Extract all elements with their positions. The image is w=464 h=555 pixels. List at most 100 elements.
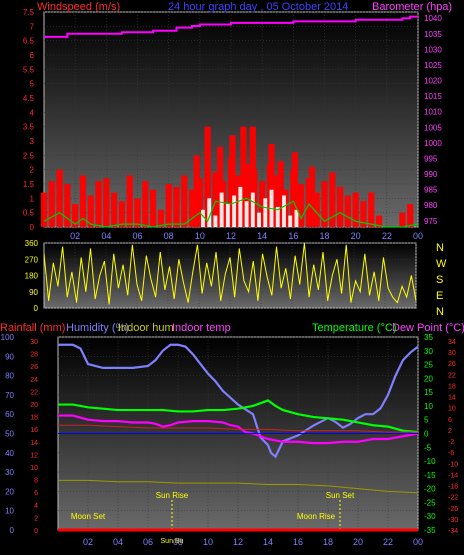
- windspeed-tick-label: 0: [30, 223, 35, 232]
- wind-bar: [336, 186, 344, 227]
- sun-moon-events: Sun Rise Sun Bu Sun Set Moon Set Moon Rise: [71, 491, 355, 545]
- direction-tick-label: 0: [34, 304, 39, 313]
- humidity-tick-label: 100: [1, 333, 15, 342]
- wind-hour-label: 06: [132, 231, 142, 241]
- windspeed-tick-label: 3: [30, 137, 35, 146]
- wind-barometer-panel: Windspeed (m/s) 24 hour graph day , 05 O…: [23, 1, 452, 241]
- wind-hour-label: 12: [226, 231, 236, 241]
- wind-bar: [181, 175, 188, 227]
- moon-rise-label: Moon Rise: [297, 512, 336, 521]
- dew-point-ticks: 34 30 26 22 18 14 10 6 2 -2 -6 -10 -14 -18 -22 -26 -30 -3…: [448, 339, 458, 535]
- wind-bar: [294, 209, 299, 227]
- wind-bar: [308, 166, 316, 227]
- rainfall-tick-label: 30: [30, 339, 38, 346]
- rainfall-tick-label: 28: [30, 352, 38, 359]
- wind-bar: [352, 192, 359, 227]
- wind-bar: [103, 178, 110, 227]
- wind-bar: [399, 212, 406, 227]
- wind-bar: [118, 201, 126, 227]
- dew-point-tick-label: -34: [448, 528, 458, 535]
- wind-hour-label: 00: [413, 231, 423, 241]
- wind-bar: [79, 175, 87, 227]
- direction-tick-label: 360: [25, 239, 39, 248]
- rainfall-tick-label: 24: [30, 377, 38, 384]
- windspeed-axis-label: Windspeed (m/s): [37, 1, 120, 13]
- rainfall-tick-label: 12: [30, 452, 38, 459]
- wind-bar: [149, 189, 157, 227]
- dew-point-tick-label: -22: [448, 495, 458, 502]
- barometer-tick-label: 1000: [424, 139, 442, 148]
- series-line: [58, 414, 419, 445]
- wind-bar: [213, 215, 218, 227]
- wind-bar: [111, 192, 118, 227]
- indoor-hum-label: Indoor hum: [118, 322, 174, 334]
- windspeed-tick-label: 2: [30, 166, 35, 175]
- barometer-tick-label: 1020: [424, 77, 442, 86]
- temperature-hour-label: 10: [203, 537, 213, 547]
- wind-bar: [173, 186, 180, 227]
- wind-bar: [321, 181, 328, 227]
- compass-letter: N: [436, 242, 444, 254]
- rainfall-tick-label: 0: [34, 528, 38, 535]
- dew-point-tick-label: -26: [448, 506, 458, 513]
- humidity-tick-label: 10: [5, 507, 14, 516]
- wind-hour-label: 14: [257, 231, 267, 241]
- temperature-humidity-panel: Rainfall (mm) Humidity (%) Indoor hum In…: [0, 322, 464, 547]
- wind-bar: [126, 175, 133, 227]
- indoor-temp-label: Indoor temp: [172, 322, 231, 334]
- barometer-tick-label: 975: [424, 217, 438, 226]
- direction-series: [43, 242, 417, 305]
- direction-tick-label: 270: [25, 255, 39, 264]
- wind-bar: [238, 186, 243, 227]
- wind-bar: [298, 184, 305, 227]
- wind-hour-label: 16: [288, 231, 298, 241]
- temperature-tick-label: -25: [424, 498, 436, 507]
- barometer-tick-label: 1040: [424, 14, 442, 23]
- windspeed-tick-label: 1: [30, 194, 35, 203]
- temperature-series: [58, 343, 419, 532]
- dew-point-tick-label: 18: [448, 383, 456, 390]
- rainfall-tick-label: 22: [30, 389, 38, 396]
- windspeed-tick-label: 5.5: [23, 65, 35, 74]
- barometer-ticks: 1040 1035 1030 1025 1020 1015 1010 1005 1000 995 9…: [424, 14, 442, 226]
- wind-hour-label: 02: [70, 231, 80, 241]
- wind-bar: [259, 181, 266, 227]
- temperature-hour-labels: 02 04 06 08 10 12 14 16 18 20 22 00: [83, 537, 423, 547]
- barometer-tick-label: 1010: [424, 108, 442, 117]
- wind-series: [40, 15, 419, 228]
- dew-point-axis-label: Dew Point (°C): [392, 322, 464, 334]
- humidity-axis-label: Humidity (%): [66, 322, 129, 334]
- wind-bar: [229, 135, 236, 227]
- humidity-tick-label: 20: [5, 487, 14, 496]
- windspeed-tick-label: 5: [30, 80, 35, 89]
- wind-bar: [56, 169, 63, 227]
- temperature-tick-label: -15: [424, 471, 436, 480]
- windspeed-tick-label: 7.5: [23, 8, 35, 17]
- wind-bar: [225, 204, 230, 227]
- compass-letter: E: [436, 290, 443, 302]
- wind-bar: [201, 209, 205, 227]
- wind-bar: [368, 192, 375, 227]
- wind-bar: [64, 184, 71, 227]
- series-line: [58, 479, 419, 494]
- temperature-hour-label: 02: [83, 537, 93, 547]
- wind-bar: [249, 126, 256, 227]
- windspeed-tick-label: 6.5: [23, 37, 35, 46]
- wind-hour-label: 10: [195, 231, 205, 241]
- moon-set-label: Moon Set: [71, 512, 106, 521]
- dew-point-tick-label: -6: [448, 450, 454, 457]
- barometer-tick-label: 1030: [424, 45, 442, 54]
- rainfall-tick-label: 4: [34, 503, 38, 510]
- humidity-tick-label: 80: [5, 372, 14, 381]
- wind-hour-label: 22: [382, 231, 392, 241]
- temperature-tick-label: 0: [424, 430, 429, 439]
- temperature-tick-label: 35: [424, 333, 433, 342]
- series-line: [58, 424, 418, 433]
- barometer-axis-label: Barometer (hpa): [372, 1, 452, 13]
- compass-letter: W: [436, 258, 447, 270]
- barometer-tick-label: 1035: [424, 30, 442, 39]
- temperature-axis-label: Temperature (°C): [312, 322, 396, 334]
